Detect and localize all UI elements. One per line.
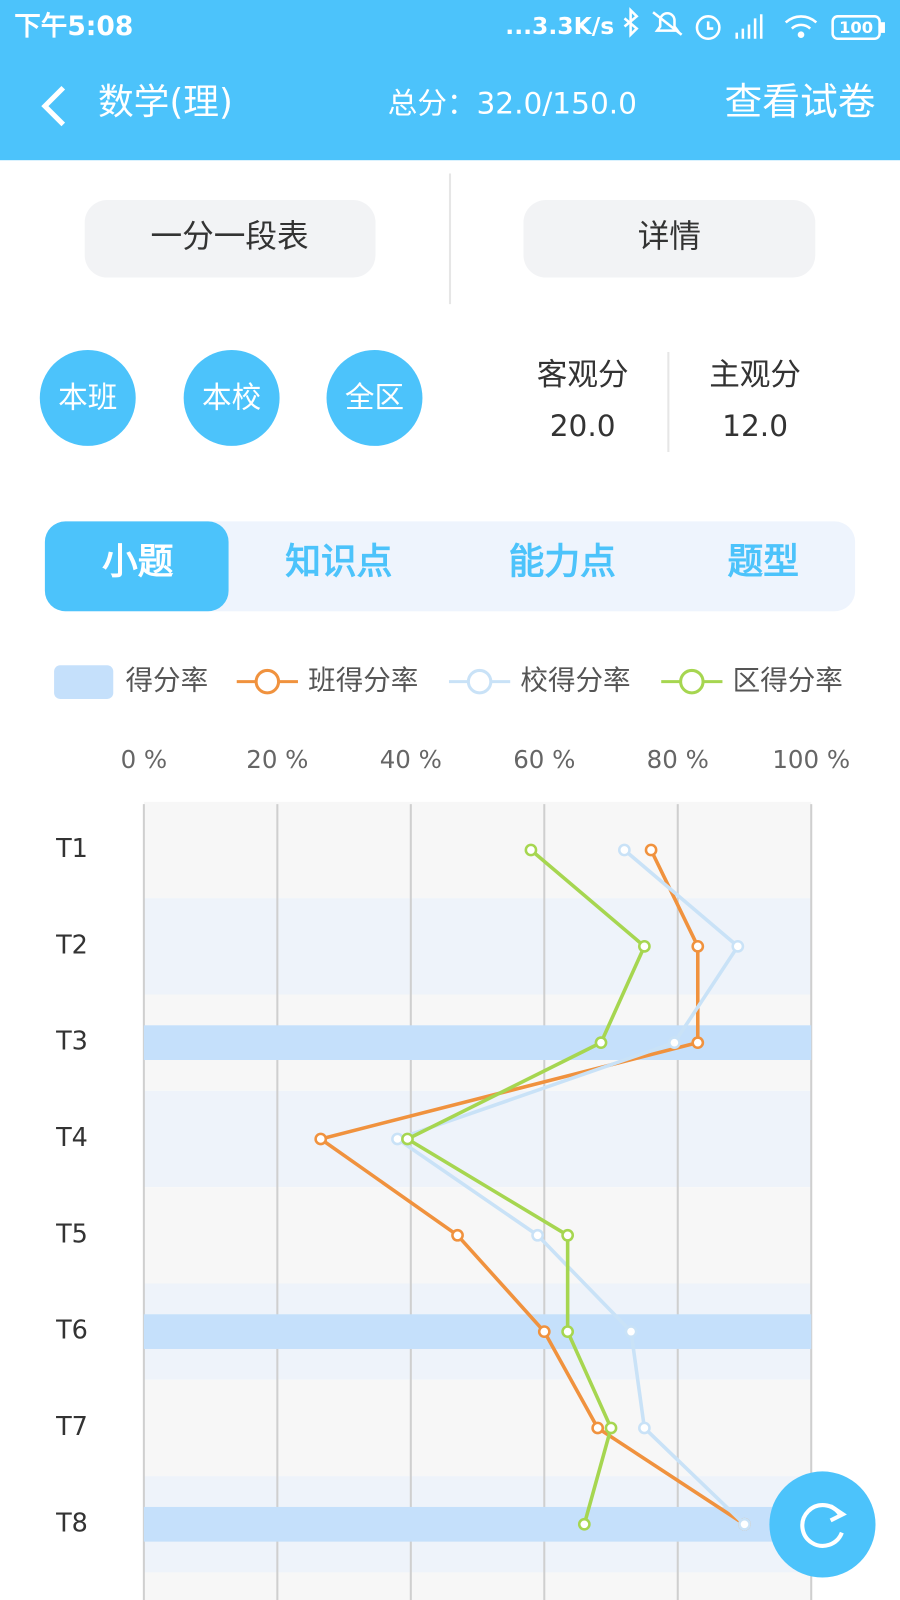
scope-button[interactable]	[326, 350, 423, 446]
scope-button[interactable]	[39, 350, 136, 446]
legend-swatch	[679, 668, 705, 695]
score-value: 12.0	[722, 409, 788, 443]
tab-active-bg[interactable]	[44, 521, 229, 612]
tab-label[interactable]: 知识点	[285, 541, 392, 582]
scope-button[interactable]	[183, 350, 280, 446]
tab-bar	[44, 521, 856, 612]
legend-label: 校得分率	[520, 665, 630, 697]
point	[691, 939, 705, 953]
legend-swatch	[254, 668, 281, 695]
row-bg	[143, 801, 812, 899]
point	[617, 843, 631, 857]
point	[531, 1228, 544, 1242]
scope-group: 本班 本校 全区	[39, 350, 423, 446]
line	[403, 848, 647, 1525]
point	[561, 1325, 575, 1339]
legend-swatch	[466, 668, 493, 695]
page-title: 数学(理)	[98, 82, 233, 123]
fab[interactable]	[769, 1471, 876, 1578]
legend-label: 得分率	[126, 665, 209, 697]
point	[691, 1036, 705, 1050]
point	[561, 1228, 575, 1242]
row-bg	[143, 1379, 812, 1477]
point	[624, 1325, 638, 1339]
scope-label[interactable]: 全区	[345, 380, 404, 414]
battery-level: 100	[839, 18, 873, 37]
button-bg[interactable]	[523, 200, 816, 278]
point	[524, 843, 538, 857]
row-bg	[143, 1090, 812, 1188]
y-tick-label: T1	[55, 834, 88, 864]
button-bg[interactable]	[84, 200, 376, 278]
point	[738, 1517, 751, 1531]
legend-label: 区得分率	[733, 665, 843, 697]
refresh-icon	[800, 1503, 844, 1548]
tab-label[interactable]: 小题	[102, 541, 174, 582]
view-paper[interactable]: 查看试卷	[725, 80, 876, 124]
point	[577, 1517, 591, 1531]
score-value: 20.0	[550, 409, 616, 443]
scope-label[interactable]: 本校	[202, 380, 261, 414]
line	[316, 849, 746, 1526]
status-time: 下午5:08	[14, 11, 133, 42]
tabs: 小题 知识点 能力点 题型	[44, 521, 799, 612]
x-tick-label: 20 %	[246, 745, 308, 774]
row-bg	[143, 1572, 812, 1600]
point	[668, 1036, 681, 1050]
tab-label[interactable]: 题型	[728, 541, 799, 582]
y-tick-label: T6	[55, 1316, 88, 1346]
point	[594, 1036, 608, 1050]
y-tick-label: T3	[55, 1027, 88, 1057]
point	[638, 1421, 651, 1435]
x-tick-label: 100 %	[772, 745, 850, 774]
bar	[143, 1314, 812, 1349]
x-tick-label: 0 %	[121, 745, 168, 774]
y-tick-label: T7	[55, 1412, 88, 1442]
button-label[interactable]: 一分一段表	[151, 219, 309, 255]
button-label[interactable]: 详情	[638, 219, 701, 255]
y-tick-label: T8	[55, 1508, 88, 1538]
legend-swatch	[54, 665, 114, 699]
total-score: 总分：32.0/150.0	[388, 87, 637, 121]
status-network: ...3.3K/s	[505, 12, 614, 40]
point	[644, 843, 658, 857]
line	[393, 848, 746, 1526]
point	[731, 939, 745, 953]
y-tick-label: T5	[55, 1219, 88, 1249]
legend-label: 班得分率	[308, 665, 418, 697]
x-tick-label: 80 %	[647, 745, 709, 774]
bar	[143, 1506, 812, 1542]
y-tick-label: T4	[55, 1123, 88, 1153]
bar	[143, 1025, 812, 1060]
score-label: 客观分	[537, 358, 629, 393]
y-tick-label: T2	[55, 930, 88, 960]
point	[401, 1132, 414, 1146]
refresh-button[interactable]	[769, 1471, 876, 1578]
point	[314, 1132, 328, 1146]
point	[591, 1421, 605, 1435]
scope-label[interactable]: 本班	[58, 380, 117, 414]
point	[451, 1228, 464, 1242]
x-tick-label: 40 %	[380, 745, 442, 774]
x-tick-label: 60 %	[513, 745, 575, 774]
point	[537, 1325, 551, 1339]
back-button[interactable]	[41, 85, 66, 127]
score-label: 主观分	[709, 358, 801, 393]
point	[638, 939, 651, 953]
status-icons	[623, 7, 885, 41]
refresh-icon	[829, 1504, 847, 1523]
row-bg	[143, 898, 812, 995]
chart: 得分率 班得分率 校得分率 区得分率 0 % 20 % 40 % 60 % 80 % 100 % T…	[54, 665, 850, 1600]
row-bg	[143, 1187, 812, 1284]
point	[604, 1421, 618, 1435]
tab-label[interactable]: 能力点	[509, 541, 616, 582]
point	[391, 1132, 404, 1146]
